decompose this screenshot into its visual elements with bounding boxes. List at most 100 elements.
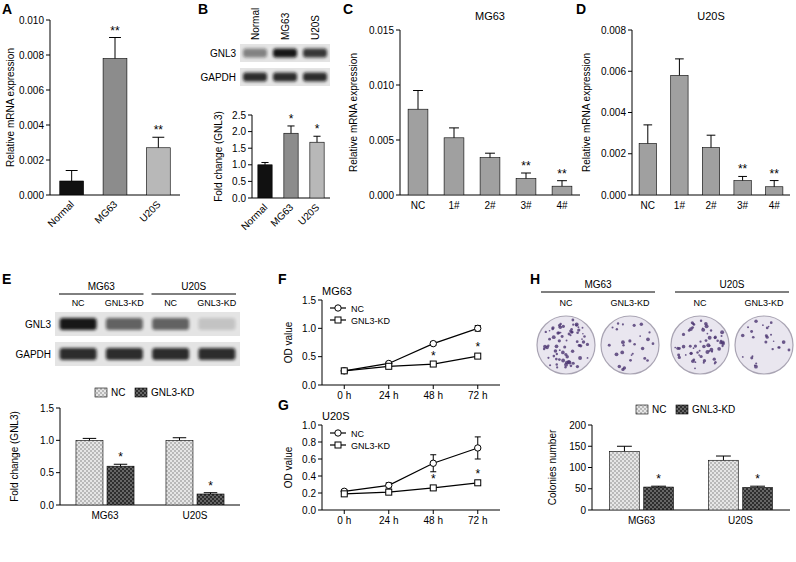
y-tick xyxy=(396,140,400,141)
legend: NCGNL3-KD xyxy=(330,304,391,326)
x-tick xyxy=(477,385,478,389)
error-bar xyxy=(770,181,779,187)
x-tick-label: MG63 xyxy=(91,510,119,521)
colony xyxy=(586,343,589,346)
y-tick-label: 0.002 xyxy=(19,155,44,166)
y-tick-label: 1.5 xyxy=(302,295,316,306)
y-tick-label: 0.0 xyxy=(302,505,316,516)
colony xyxy=(689,352,692,355)
bar xyxy=(60,181,84,195)
chart-title: U20S xyxy=(322,410,350,422)
panel-letter: D xyxy=(576,1,586,17)
legend-swatch xyxy=(636,405,648,414)
x-tick xyxy=(433,385,434,389)
dish xyxy=(735,316,793,374)
y-tick xyxy=(248,148,252,149)
blot-band xyxy=(60,318,97,330)
bar xyxy=(76,440,103,505)
legend: NCGNL3-KD xyxy=(95,387,194,398)
bar xyxy=(480,158,500,195)
y-tick xyxy=(46,55,50,56)
y-tick-label: 0.010 xyxy=(19,15,44,26)
legend-label: NC xyxy=(351,304,364,314)
x-tick-label: MG63 xyxy=(268,201,295,228)
x-tick-label: 72 h xyxy=(468,390,487,401)
colony xyxy=(717,347,721,351)
bar xyxy=(146,148,170,195)
colony xyxy=(633,343,636,346)
colony xyxy=(747,326,749,328)
y-tick xyxy=(396,85,400,86)
colony xyxy=(682,345,686,349)
y-tick xyxy=(248,198,252,199)
colony xyxy=(770,321,773,324)
y-tick xyxy=(318,476,322,477)
x-tick-label: 1# xyxy=(674,200,686,211)
blot-row-label: GNL3 xyxy=(25,319,52,330)
colony xyxy=(623,366,626,369)
bar xyxy=(671,75,688,195)
y-tick-label: 0.5 xyxy=(302,351,316,362)
colony xyxy=(581,338,583,340)
y-tick xyxy=(318,459,322,460)
colony xyxy=(547,357,549,359)
y-tick-label: 0.008 xyxy=(19,50,44,61)
blot-lane-label: Normal xyxy=(250,8,261,40)
error-bar xyxy=(449,128,459,138)
bar xyxy=(610,451,640,510)
colony xyxy=(643,357,646,360)
colony xyxy=(755,363,757,365)
colony xyxy=(720,330,724,334)
colony xyxy=(620,351,624,355)
colony xyxy=(556,363,558,365)
y-axis-label: OD value xyxy=(283,321,294,363)
blot-lane-label: NC xyxy=(164,298,177,308)
y-tick xyxy=(318,493,322,494)
bar xyxy=(743,487,773,510)
significance-mark: ** xyxy=(557,167,567,181)
significance-mark: * xyxy=(118,450,123,464)
blot-band xyxy=(273,49,297,58)
series-line xyxy=(344,356,478,371)
y-tick xyxy=(396,195,400,196)
y-tick xyxy=(318,442,322,443)
blot-band xyxy=(198,348,235,360)
colony xyxy=(633,324,636,327)
colony xyxy=(561,351,565,355)
x-tick-label: Normal xyxy=(46,199,77,230)
blot-group-label: U20S xyxy=(181,281,206,292)
x-tick-label: 4# xyxy=(556,200,568,211)
colony xyxy=(765,334,768,337)
dish-label: GNL3-KD xyxy=(610,298,650,308)
bar xyxy=(408,109,428,195)
bar xyxy=(552,186,572,195)
colony xyxy=(754,320,757,323)
colony xyxy=(564,363,568,367)
colony xyxy=(708,336,712,340)
x-tick-label: 1# xyxy=(448,200,460,211)
colony xyxy=(543,345,547,349)
colony xyxy=(777,346,779,348)
bar xyxy=(516,179,536,196)
error-bar xyxy=(738,176,747,180)
y-tick-label: 0.004 xyxy=(19,120,44,131)
colony xyxy=(750,356,753,359)
colony xyxy=(583,335,586,338)
point xyxy=(430,340,436,346)
blot-band xyxy=(243,73,267,82)
colony xyxy=(577,326,579,328)
colony xyxy=(713,357,716,360)
x-tick-label: 48 h xyxy=(424,390,443,401)
point xyxy=(475,325,481,331)
colony xyxy=(556,353,558,355)
colony xyxy=(616,328,618,330)
legend-marker xyxy=(335,305,341,311)
blot-lane-label: U20S xyxy=(310,15,321,40)
figure: ARelative mRNA expression0.0000.0020.004… xyxy=(0,0,796,562)
colony xyxy=(566,340,568,342)
colony xyxy=(564,353,567,356)
y-tick-label: 50 xyxy=(575,483,587,494)
colony xyxy=(628,339,631,342)
error-bar xyxy=(475,437,481,459)
colony xyxy=(553,355,556,358)
